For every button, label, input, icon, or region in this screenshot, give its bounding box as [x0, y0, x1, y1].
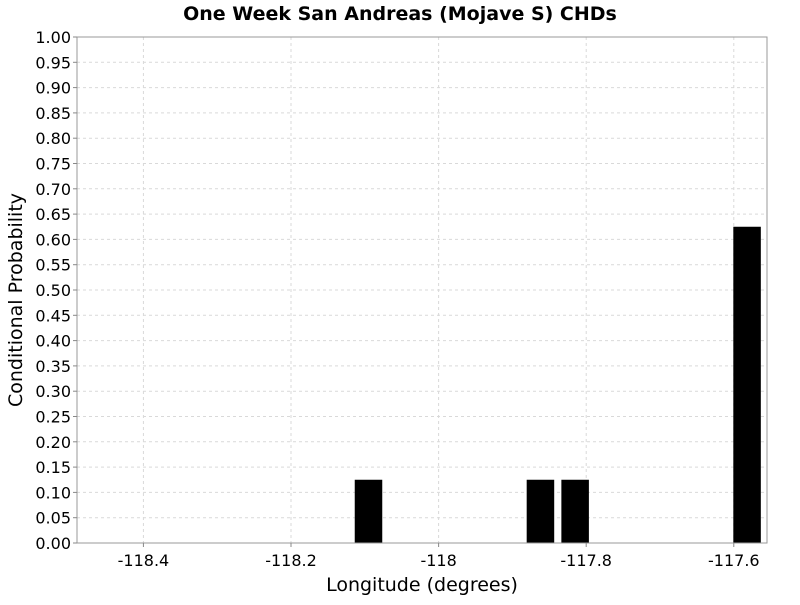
y-tick-label: 0.00 — [35, 534, 71, 553]
y-tick-label: 0.70 — [35, 180, 71, 199]
x-tick-label: -118.2 — [265, 551, 317, 570]
y-tick-label: 0.50 — [35, 281, 71, 300]
y-tick-label: 0.65 — [35, 205, 71, 224]
y-tick-label: 0.95 — [35, 53, 71, 72]
x-tick-label: -117.8 — [560, 551, 612, 570]
histogram-bar — [526, 479, 555, 543]
y-tick-label: 0.35 — [35, 357, 71, 376]
chart-title: One Week San Andreas (Mojave S) CHDs — [183, 3, 617, 25]
y-tick-label: 0.20 — [35, 433, 71, 452]
y-tick-label: 0.40 — [35, 332, 71, 351]
y-tick-label: 0.30 — [35, 382, 71, 401]
y-tick-label: 0.25 — [35, 408, 71, 427]
x-tick-label: -118 — [420, 551, 456, 570]
histogram-bar — [561, 479, 589, 543]
y-tick-label: 0.90 — [35, 79, 71, 98]
y-tick-label: 0.55 — [35, 256, 71, 275]
y-tick-label: 0.15 — [35, 458, 71, 477]
y-tick-label: 1.00 — [35, 28, 71, 47]
bars — [354, 226, 761, 543]
x-tick-label: -118.4 — [118, 551, 170, 570]
histogram-bar — [733, 226, 761, 543]
y-axis-ticks: 0.00 0.05 0.10 0.15 0.20 0.25 0.30 0.35 0.40 0.45… — [35, 28, 77, 553]
x-tick-label: -117.6 — [708, 551, 760, 570]
y-tick-label: 0.60 — [35, 230, 71, 249]
y-tick-label: 0.75 — [35, 155, 71, 174]
x-axis-label: Longitude (degrees) — [326, 574, 518, 596]
y-tick-label: 0.10 — [35, 483, 71, 502]
y-tick-label: 0.85 — [35, 104, 71, 123]
x-axis-ticks: -118.4 -118.2 -118 -117.8 -117.6 — [118, 543, 760, 570]
y-tick-label: 0.80 — [35, 129, 71, 148]
y-tick-label: 0.45 — [35, 306, 71, 325]
y-axis-label: Conditional Probability — [5, 193, 27, 407]
histogram-bar — [354, 479, 383, 543]
y-tick-label: 0.05 — [35, 509, 71, 528]
